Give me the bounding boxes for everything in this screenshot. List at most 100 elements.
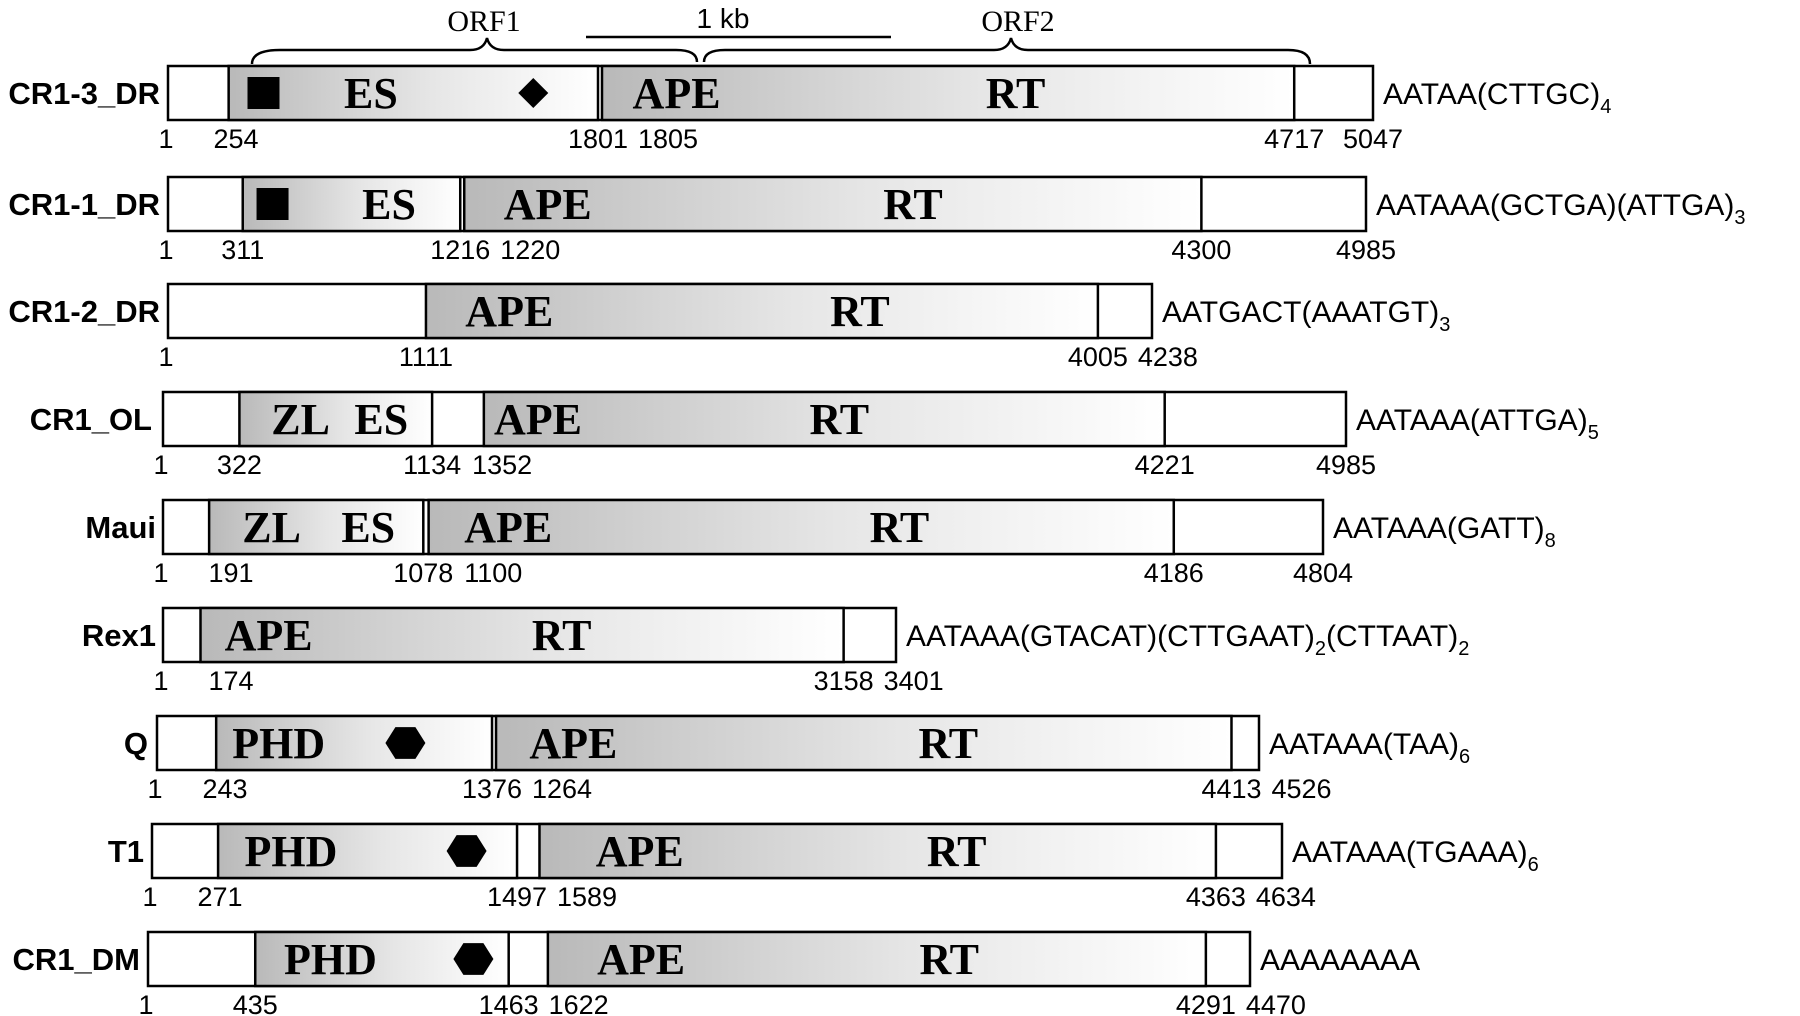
- tail-repeat-count: 5: [1588, 422, 1599, 444]
- position-label: 1: [158, 235, 173, 265]
- element-name: Q: [124, 726, 148, 761]
- tail-text: AATAAA(ATTGA): [1356, 404, 1588, 437]
- domain-es: ES: [344, 69, 398, 118]
- tail-text: AATAAA(GATT): [1333, 512, 1545, 545]
- orf1-label: ORF1: [447, 5, 520, 38]
- domain-es: ES: [341, 503, 395, 552]
- domain-ape: APE: [596, 827, 684, 876]
- domain-phd: PHD: [284, 935, 377, 984]
- element-row-rex1: Rex1 APE RT 1 174 3158 3401 AATAAA(GTACAT)(CTTG…: [82, 606, 1469, 696]
- domain-phd: PHD: [245, 827, 338, 876]
- position-label: 243: [202, 774, 247, 804]
- domain-ape: APE: [464, 503, 552, 552]
- position-label: 4291: [1176, 990, 1236, 1016]
- position-label: 1805: [638, 124, 698, 154]
- position-label: 1376: [462, 774, 522, 804]
- tail-repeat-count-2: 2: [1458, 638, 1469, 660]
- tail-sequence: AAAAAAAA: [1260, 944, 1420, 977]
- orf2-box: [600, 64, 1296, 122]
- position-label: 311: [221, 235, 264, 265]
- orf2-box: [462, 175, 1203, 233]
- position-label: 1: [158, 124, 173, 154]
- position-label: 4470: [1246, 990, 1306, 1016]
- position-label: 4985: [1336, 235, 1396, 265]
- element-row-q: Q PHD APE RT 1 243 1376 1264 4413 4526 AATAAA(TAA)…: [124, 714, 1470, 804]
- tail-repeat-count: 2: [1315, 638, 1326, 660]
- orf1-box: [424, 282, 1100, 340]
- tail-sequence: AATAAA(GATT)8: [1333, 512, 1556, 552]
- domain-ape: APE: [494, 395, 582, 444]
- domain-zl: ZL: [242, 503, 301, 552]
- domain-rt: RT: [532, 611, 592, 660]
- position-label: 254: [213, 124, 258, 154]
- tail-sequence: AATAAA(GCTGA)(ATTGA)3: [1376, 189, 1745, 229]
- position-label: 1497: [487, 882, 547, 912]
- tail-repeat-count: 8: [1545, 530, 1556, 552]
- position-label: 1589: [557, 882, 617, 912]
- domain-es: ES: [362, 180, 416, 229]
- orf1-box: [199, 606, 845, 664]
- element-name: CR1_OL: [30, 402, 152, 437]
- position-label: 1801: [568, 124, 628, 154]
- element-row-cr1-1-dr: CR1-1_DR ES APE RT 1 311 1216 1220 4300 4985 AATAA…: [8, 175, 1745, 265]
- tail-text: AATAAA(GCTGA)(ATTGA): [1376, 189, 1734, 222]
- position-label: 4005: [1068, 342, 1128, 372]
- position-label: 1216: [430, 235, 490, 265]
- header: ORF1 ORF2 1 kb: [250, 3, 1312, 65]
- position-label: 4985: [1316, 450, 1376, 480]
- tail-repeat-count: 3: [1439, 314, 1450, 336]
- tail-sequence: AATAA(CTTGC)4: [1383, 78, 1611, 118]
- square-motif-icon: [247, 77, 280, 109]
- element-row-cr1-3-dr: CR1-3_DR ES APE RT 1 254 1801 1805 4717 5047 AATAA…: [8, 64, 1611, 154]
- domain-ape: APE: [597, 935, 685, 984]
- position-label: 435: [233, 990, 278, 1016]
- domain-rt: RT: [919, 719, 979, 768]
- domain-rt: RT: [810, 395, 870, 444]
- position-label: 1111: [399, 342, 453, 372]
- position-label: 1100: [464, 558, 522, 588]
- position-label: 1352: [472, 450, 532, 480]
- domain-rt: RT: [870, 503, 930, 552]
- position-label: 5047: [1343, 124, 1403, 154]
- position-label: 4526: [1271, 774, 1331, 804]
- position-label: 1463: [479, 990, 539, 1016]
- position-label: 1: [153, 450, 168, 480]
- domain-rt: RT: [986, 69, 1046, 118]
- position-label: 4221: [1135, 450, 1195, 480]
- position-label: 4300: [1171, 235, 1231, 265]
- position-label: 1220: [500, 235, 560, 265]
- tail-sequence: AATAAA(GTACAT)(CTTGAAT)2(CTTAAT)2: [906, 620, 1469, 660]
- element-name: CR1-3_DR: [8, 76, 160, 111]
- position-label: 4413: [1201, 774, 1261, 804]
- domain-ape: APE: [504, 180, 592, 229]
- orf1-brace: [250, 37, 699, 65]
- position-label: 1622: [549, 990, 609, 1016]
- orf2-box: [546, 930, 1208, 988]
- tail-text: AATAAA(GTACAT)(CTTGAAT): [906, 620, 1315, 653]
- tail-repeat-count: 6: [1459, 746, 1470, 768]
- position-label: 1264: [532, 774, 592, 804]
- orf2-label: ORF2: [981, 5, 1054, 38]
- position-label: 1: [153, 558, 168, 588]
- domain-rt: RT: [830, 287, 890, 336]
- element-rows: CR1-3_DR ES APE RT1 254 1801 1805 4717 5047AATAA…: [8, 64, 1745, 1016]
- domain-zl: ZL: [271, 395, 330, 444]
- position-label: 4363: [1186, 882, 1246, 912]
- tail-repeat-count: 3: [1734, 207, 1745, 229]
- tail-repeat-count: 4: [1600, 96, 1611, 118]
- square-motif-icon: [256, 188, 289, 220]
- orf2-box: [538, 822, 1218, 880]
- tail-text: AATGACT(AAATGT): [1162, 296, 1439, 329]
- domain-ape: APE: [633, 69, 721, 118]
- element-row-cr1-2-dr: CR1-2_DR APE RT1 1111 4005 4238AATGACT(AAATGT…: [8, 282, 1450, 372]
- element-name: T1: [108, 834, 144, 869]
- domain-rt: RT: [927, 827, 987, 876]
- element-name: CR1-1_DR: [8, 187, 160, 222]
- position-label: 1: [153, 666, 168, 696]
- orf2-box: [427, 498, 1176, 556]
- position-label: 1134: [403, 450, 461, 480]
- domain-ape: APE: [465, 287, 553, 336]
- element-row-maui: Maui ZL ES APE RT 1 191 1078 1100 4186 4804 AATAAA(…: [85, 498, 1556, 588]
- element-name: CR1-2_DR: [8, 294, 160, 329]
